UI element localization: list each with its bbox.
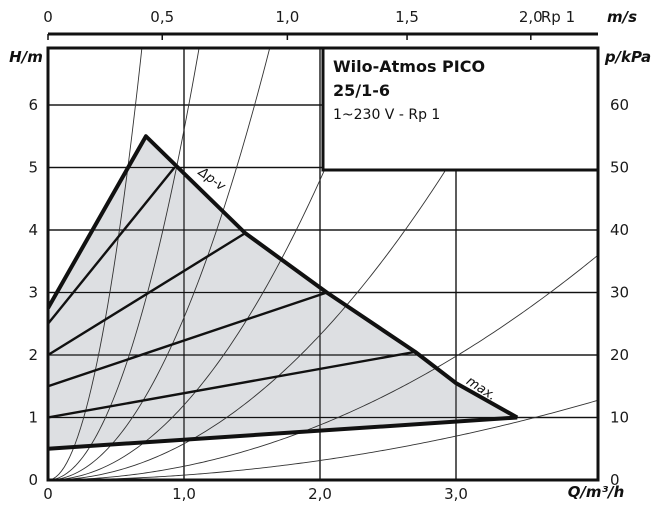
y-axis-title: H/m <box>9 48 43 66</box>
x-tick-label: 1,0 <box>172 485 196 503</box>
chart-title: Wilo-Atmos PICO <box>333 57 485 76</box>
top-tick-label: 1,0 <box>275 8 299 26</box>
top-tick-label: 0,5 <box>150 8 174 26</box>
min-curve <box>48 415 518 451</box>
y-tick-label: 5 <box>28 159 38 177</box>
y-tick-label: 0 <box>28 471 38 489</box>
y2-tick-label: 40 <box>610 221 629 239</box>
top-axis: 0 0,5 1,0 1,5 2,0 Rp 1 m/s <box>43 8 637 40</box>
system-curve <box>48 48 271 480</box>
series-max-curve <box>48 134 519 420</box>
system-curve <box>48 399 598 480</box>
chart-subtitle: 25/1-6 <box>333 81 390 100</box>
top-pipe-label: Rp 1 <box>541 8 575 26</box>
y-tick-label: 4 <box>28 221 38 239</box>
y2-tick-label: 0 <box>610 471 620 489</box>
y2-axis-title: p/kPa <box>604 48 651 66</box>
y2-tick-label: 10 <box>610 409 629 427</box>
title-box: Wilo-Atmos PICO 25/1-6 1~230 V - Rp 1 <box>321 46 600 172</box>
y-tick-label: 2 <box>28 346 38 364</box>
control-line <box>48 166 176 325</box>
y-tick-label: 1 <box>28 409 38 427</box>
x-tick-label: 0 <box>43 485 53 503</box>
y2-tick-label: 50 <box>610 159 629 177</box>
top-axis-title: m/s <box>607 8 637 26</box>
x-axis-title: Q/m³/h <box>568 483 625 501</box>
y2-tick-label: 60 <box>610 96 629 114</box>
top-tick-label: 1,5 <box>395 8 419 26</box>
y-tick-label: 3 <box>28 284 38 302</box>
control-line <box>48 291 328 388</box>
plot-area <box>46 46 600 482</box>
y2-tick-label: 30 <box>610 284 629 302</box>
control-line <box>48 232 246 357</box>
title-box-frame <box>321 46 600 172</box>
system-curve <box>48 254 598 480</box>
x-tick-label: 2,0 <box>308 485 332 503</box>
top-tick-label: 0 <box>43 8 53 26</box>
chart-subtitle-2: 1~230 V - Rp 1 <box>333 107 440 123</box>
top-tick-label: 2,0 <box>519 8 543 26</box>
control-line <box>48 350 416 419</box>
y2-tick-label: 20 <box>610 346 629 364</box>
y-tick-label: 6 <box>28 96 38 114</box>
x-tick-label: 3,0 <box>444 485 468 503</box>
